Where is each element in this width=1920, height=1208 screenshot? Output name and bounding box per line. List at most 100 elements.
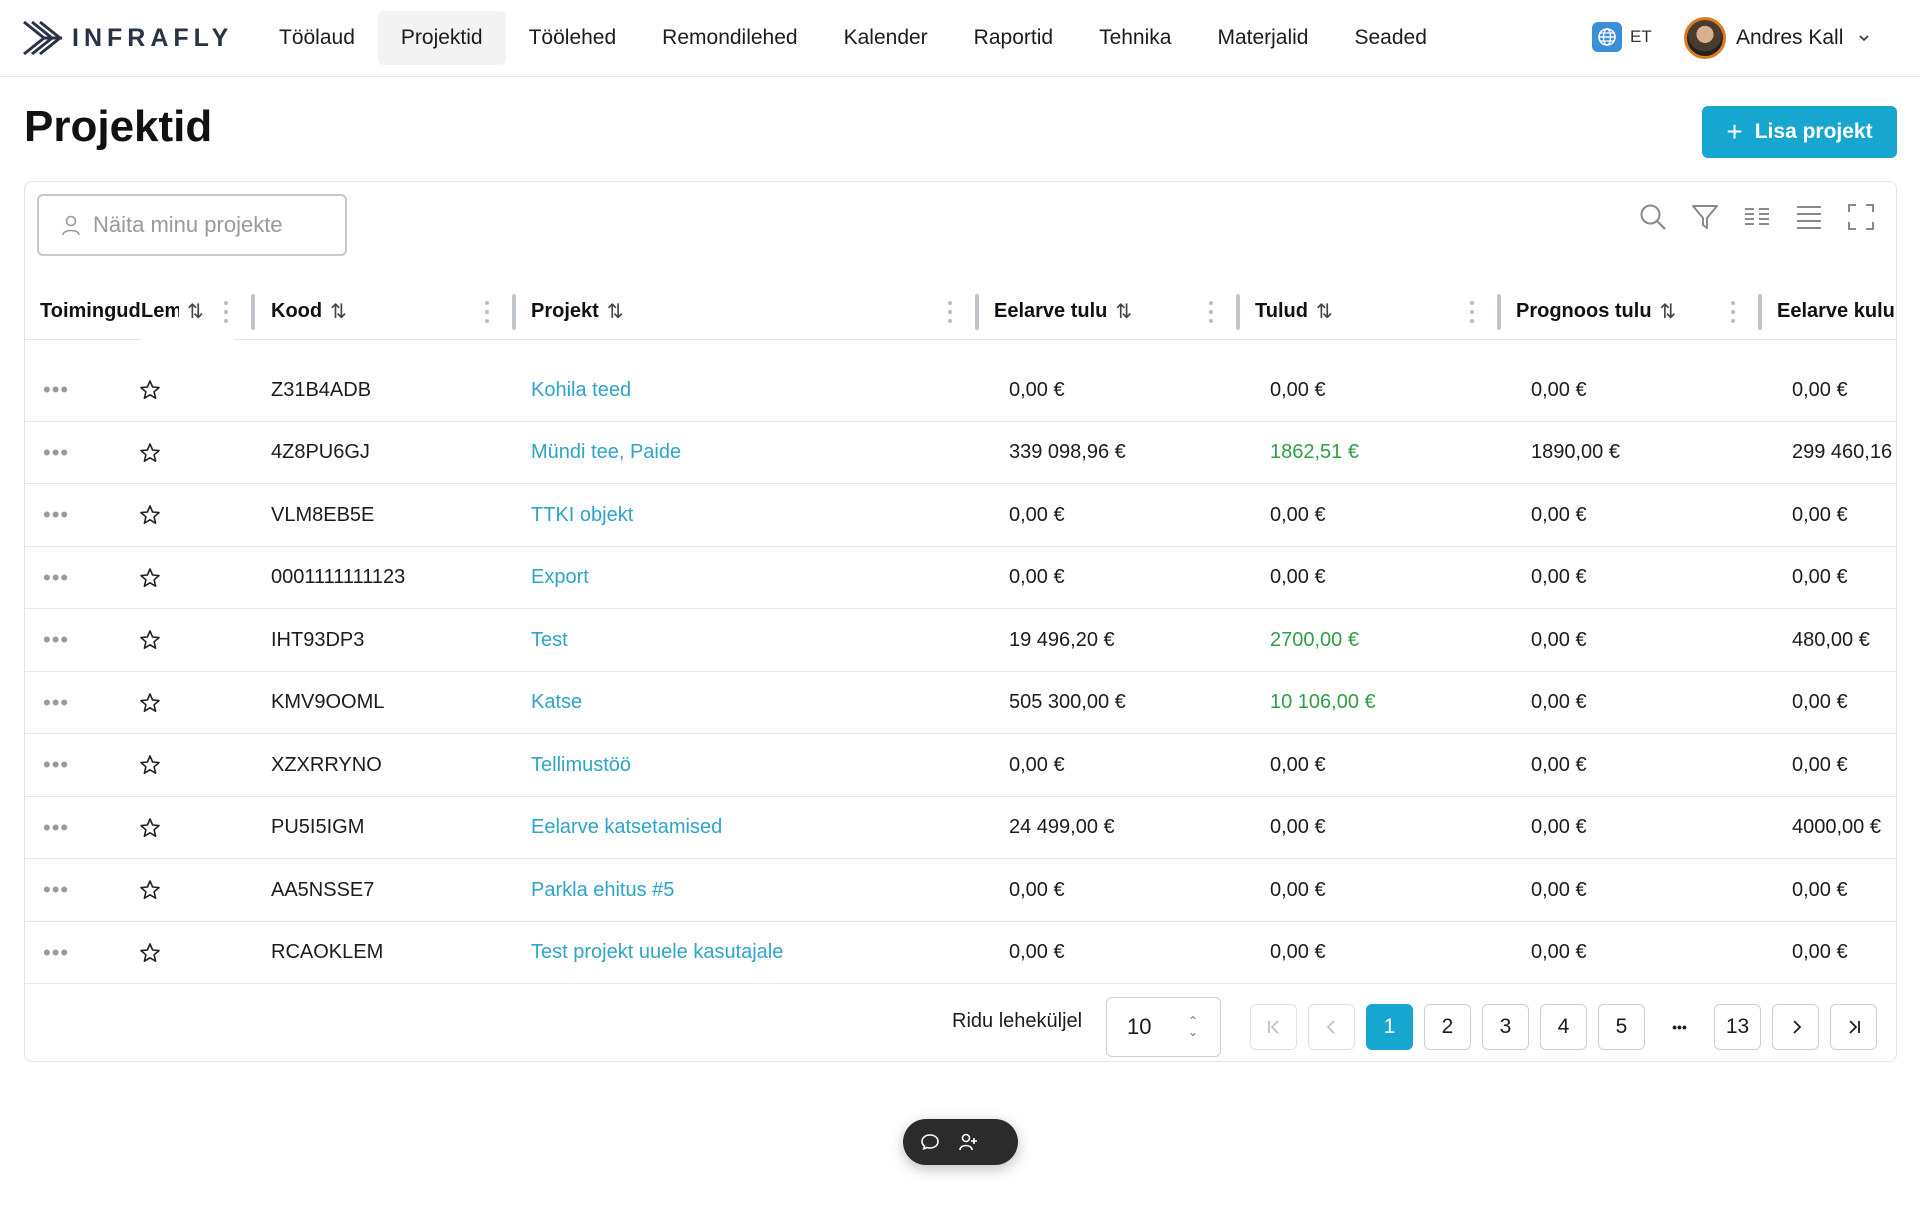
- row-actions-icon[interactable]: •••: [43, 627, 70, 652]
- filter-icon[interactable]: [1688, 200, 1722, 234]
- nav-item-toolehed[interactable]: Töölehed: [528, 26, 617, 49]
- row-actions-icon[interactable]: •••: [43, 689, 70, 715]
- user-menu[interactable]: Andres Kall: [1684, 16, 1871, 60]
- column-header-budget-income[interactable]: Eelarve tulu ⇅: [994, 282, 1132, 340]
- star-icon[interactable]: [139, 609, 161, 671]
- table-row[interactable]: ••• IHT93DP3 Test 19 496,20 € 2700,00 € 0,00 …: [25, 609, 1896, 672]
- project-link[interactable]: TTKI objekt: [531, 503, 634, 526]
- column-header-forecast-income[interactable]: Prognoos tulu ⇅: [1516, 282, 1676, 340]
- column-header-favorite[interactable]: Lemmik ⇅: [141, 282, 234, 340]
- row-actions-icon[interactable]: •••: [43, 939, 70, 965]
- project-link[interactable]: Tellimustöö: [531, 753, 632, 776]
- first-page-button[interactable]: [1250, 1004, 1297, 1050]
- previous-page-button[interactable]: [1308, 1004, 1355, 1050]
- row-actions-icon[interactable]: •••: [43, 502, 70, 527]
- next-page-button[interactable]: [1772, 1004, 1819, 1050]
- project-link[interactable]: Test projekt uuele kasutajale: [531, 941, 784, 963]
- nav-item-toolaud[interactable]: Töölaud: [279, 26, 355, 49]
- nav-item-materjalid[interactable]: Materjalid: [1217, 26, 1309, 49]
- language-switcher[interactable]: ET: [1592, 22, 1652, 52]
- table-row[interactable]: ••• VLM8EB5E TTKI objekt 0,00 € 0,00 € 0,00 €…: [25, 484, 1896, 547]
- row-actions-icon[interactable]: •••: [43, 814, 70, 840]
- nav-item-tehnika[interactable]: Tehnika: [1099, 26, 1172, 49]
- column-resize-handle[interactable]: [1758, 294, 1762, 330]
- column-menu-icon[interactable]: [1469, 301, 1475, 323]
- last-page-button[interactable]: [1830, 1004, 1877, 1050]
- star-icon[interactable]: [139, 422, 161, 484]
- add-user-icon[interactable]: [957, 1131, 979, 1153]
- star-icon[interactable]: [139, 672, 161, 734]
- column-resize-handle[interactable]: [1497, 294, 1501, 330]
- sort-icon[interactable]: ⇅: [187, 300, 204, 323]
- star-icon[interactable]: [139, 922, 161, 984]
- page-button-1[interactable]: 1: [1366, 1004, 1413, 1050]
- column-header-income[interactable]: Tulud ⇅: [1255, 282, 1333, 340]
- nav-item-seaded[interactable]: Seaded: [1354, 26, 1427, 49]
- sort-icon[interactable]: ⇅: [606, 300, 624, 323]
- page-button-2[interactable]: 2: [1424, 1004, 1471, 1050]
- project-link[interactable]: Test: [531, 628, 568, 651]
- project-link[interactable]: Parkla ehitus #5: [531, 878, 675, 901]
- sort-icon[interactable]: ⇅: [1659, 300, 1677, 323]
- sort-icon[interactable]: ⇅: [330, 300, 347, 323]
- add-project-button[interactable]: + Lisa projekt: [1702, 106, 1897, 158]
- table-row[interactable]: ••• AA5NSSE7 Parkla ehitus #5 0,00 € 0,00 € 0…: [25, 859, 1896, 922]
- row-actions-icon[interactable]: •••: [43, 752, 70, 777]
- column-header-code[interactable]: Kood ⇅: [271, 282, 347, 340]
- table-row[interactable]: ••• 4Z8PU6GJ Mündi tee, Paide 339 098,96 € 1…: [25, 422, 1896, 484]
- row-actions-icon[interactable]: •••: [43, 377, 70, 402]
- columns-icon[interactable]: [1740, 200, 1774, 234]
- row-actions-icon[interactable]: •••: [43, 564, 70, 590]
- page-button-13[interactable]: 13: [1714, 1004, 1761, 1050]
- column-menu-icon[interactable]: [947, 301, 953, 323]
- sort-icon[interactable]: ⇅: [1315, 300, 1333, 323]
- nav-item-raportid[interactable]: Raportid: [973, 26, 1054, 49]
- star-icon[interactable]: [139, 547, 161, 609]
- star-icon[interactable]: [139, 859, 161, 921]
- star-icon[interactable]: [139, 797, 161, 859]
- density-icon[interactable]: [1792, 200, 1826, 234]
- chat-icon[interactable]: [919, 1131, 941, 1153]
- column-resize-handle[interactable]: [1236, 294, 1240, 330]
- page-button-5[interactable]: 5: [1598, 1004, 1645, 1050]
- column-menu-icon[interactable]: [1208, 301, 1214, 323]
- table-row[interactable]: ••• KMV9OOML Katse 505 300,00 € 10 106,00 € 0…: [25, 672, 1896, 734]
- star-icon[interactable]: [139, 484, 161, 546]
- column-resize-handle[interactable]: [975, 294, 979, 330]
- project-link[interactable]: Export: [531, 566, 589, 588]
- nav-item-projektid[interactable]: Projektid: [377, 11, 506, 65]
- column-header-budget-cost[interactable]: Eelarve kulu: [1777, 282, 1896, 340]
- page-button-4[interactable]: 4: [1540, 1004, 1587, 1050]
- table-row[interactable]: ••• RCAOKLEM Test projekt uuele kasutajale…: [25, 922, 1896, 984]
- column-header-project[interactable]: Projekt ⇅: [531, 282, 624, 340]
- column-resize-handle[interactable]: [251, 294, 255, 330]
- page-button-3[interactable]: 3: [1482, 1004, 1529, 1050]
- project-link[interactable]: Katse: [531, 691, 583, 713]
- project-link[interactable]: Eelarve katsetamised: [531, 816, 723, 838]
- brand-logo[interactable]: INFRAFLY: [22, 18, 233, 58]
- row-actions-icon[interactable]: •••: [43, 877, 70, 902]
- table-row[interactable]: ••• 0001111111123 Export 0,00 € 0,00 € 0,00 €…: [25, 547, 1896, 609]
- table-row[interactable]: ••• XZXRRYNO Tellimustöö 0,00 € 0,00 € 0,00 €…: [25, 734, 1896, 797]
- nav-item-remondilehed[interactable]: Remondilehed: [662, 26, 798, 49]
- rows-per-page-select[interactable]: 10 ⌃ ⌄: [1106, 997, 1221, 1057]
- fullscreen-icon[interactable]: [1844, 200, 1878, 234]
- project-link[interactable]: Mündi tee, Paide: [531, 441, 682, 463]
- column-resize-handle[interactable]: [512, 294, 516, 330]
- search-icon[interactable]: [1636, 200, 1670, 234]
- table-row[interactable]: ••• Z31B4ADB Kohila teed 0,00 € 0,00 € 0,00 €…: [25, 359, 1896, 422]
- table-row[interactable]: ••• PU5I5IGM Eelarve katsetamised 24 499,00…: [25, 797, 1896, 859]
- show-my-projects-button[interactable]: Näita minu projekte: [37, 194, 347, 256]
- column-menu-icon[interactable]: [1730, 301, 1736, 323]
- project-link[interactable]: Kohila teed: [531, 378, 632, 401]
- column-menu-icon[interactable]: [484, 301, 490, 323]
- cell-income: 0,00 €: [1270, 753, 1326, 776]
- row-actions-icon[interactable]: •••: [43, 439, 70, 465]
- table-body: ••• Z31B4ADB Kohila teed 0,00 € 0,00 € 0,00 €…: [25, 359, 1896, 984]
- column-menu-icon[interactable]: [223, 301, 229, 323]
- star-icon[interactable]: [139, 359, 161, 421]
- column-header-actions[interactable]: Toimingud: [40, 282, 150, 340]
- nav-item-kalender[interactable]: Kalender: [843, 26, 928, 49]
- star-icon[interactable]: [139, 734, 161, 796]
- sort-icon[interactable]: ⇅: [1115, 300, 1133, 323]
